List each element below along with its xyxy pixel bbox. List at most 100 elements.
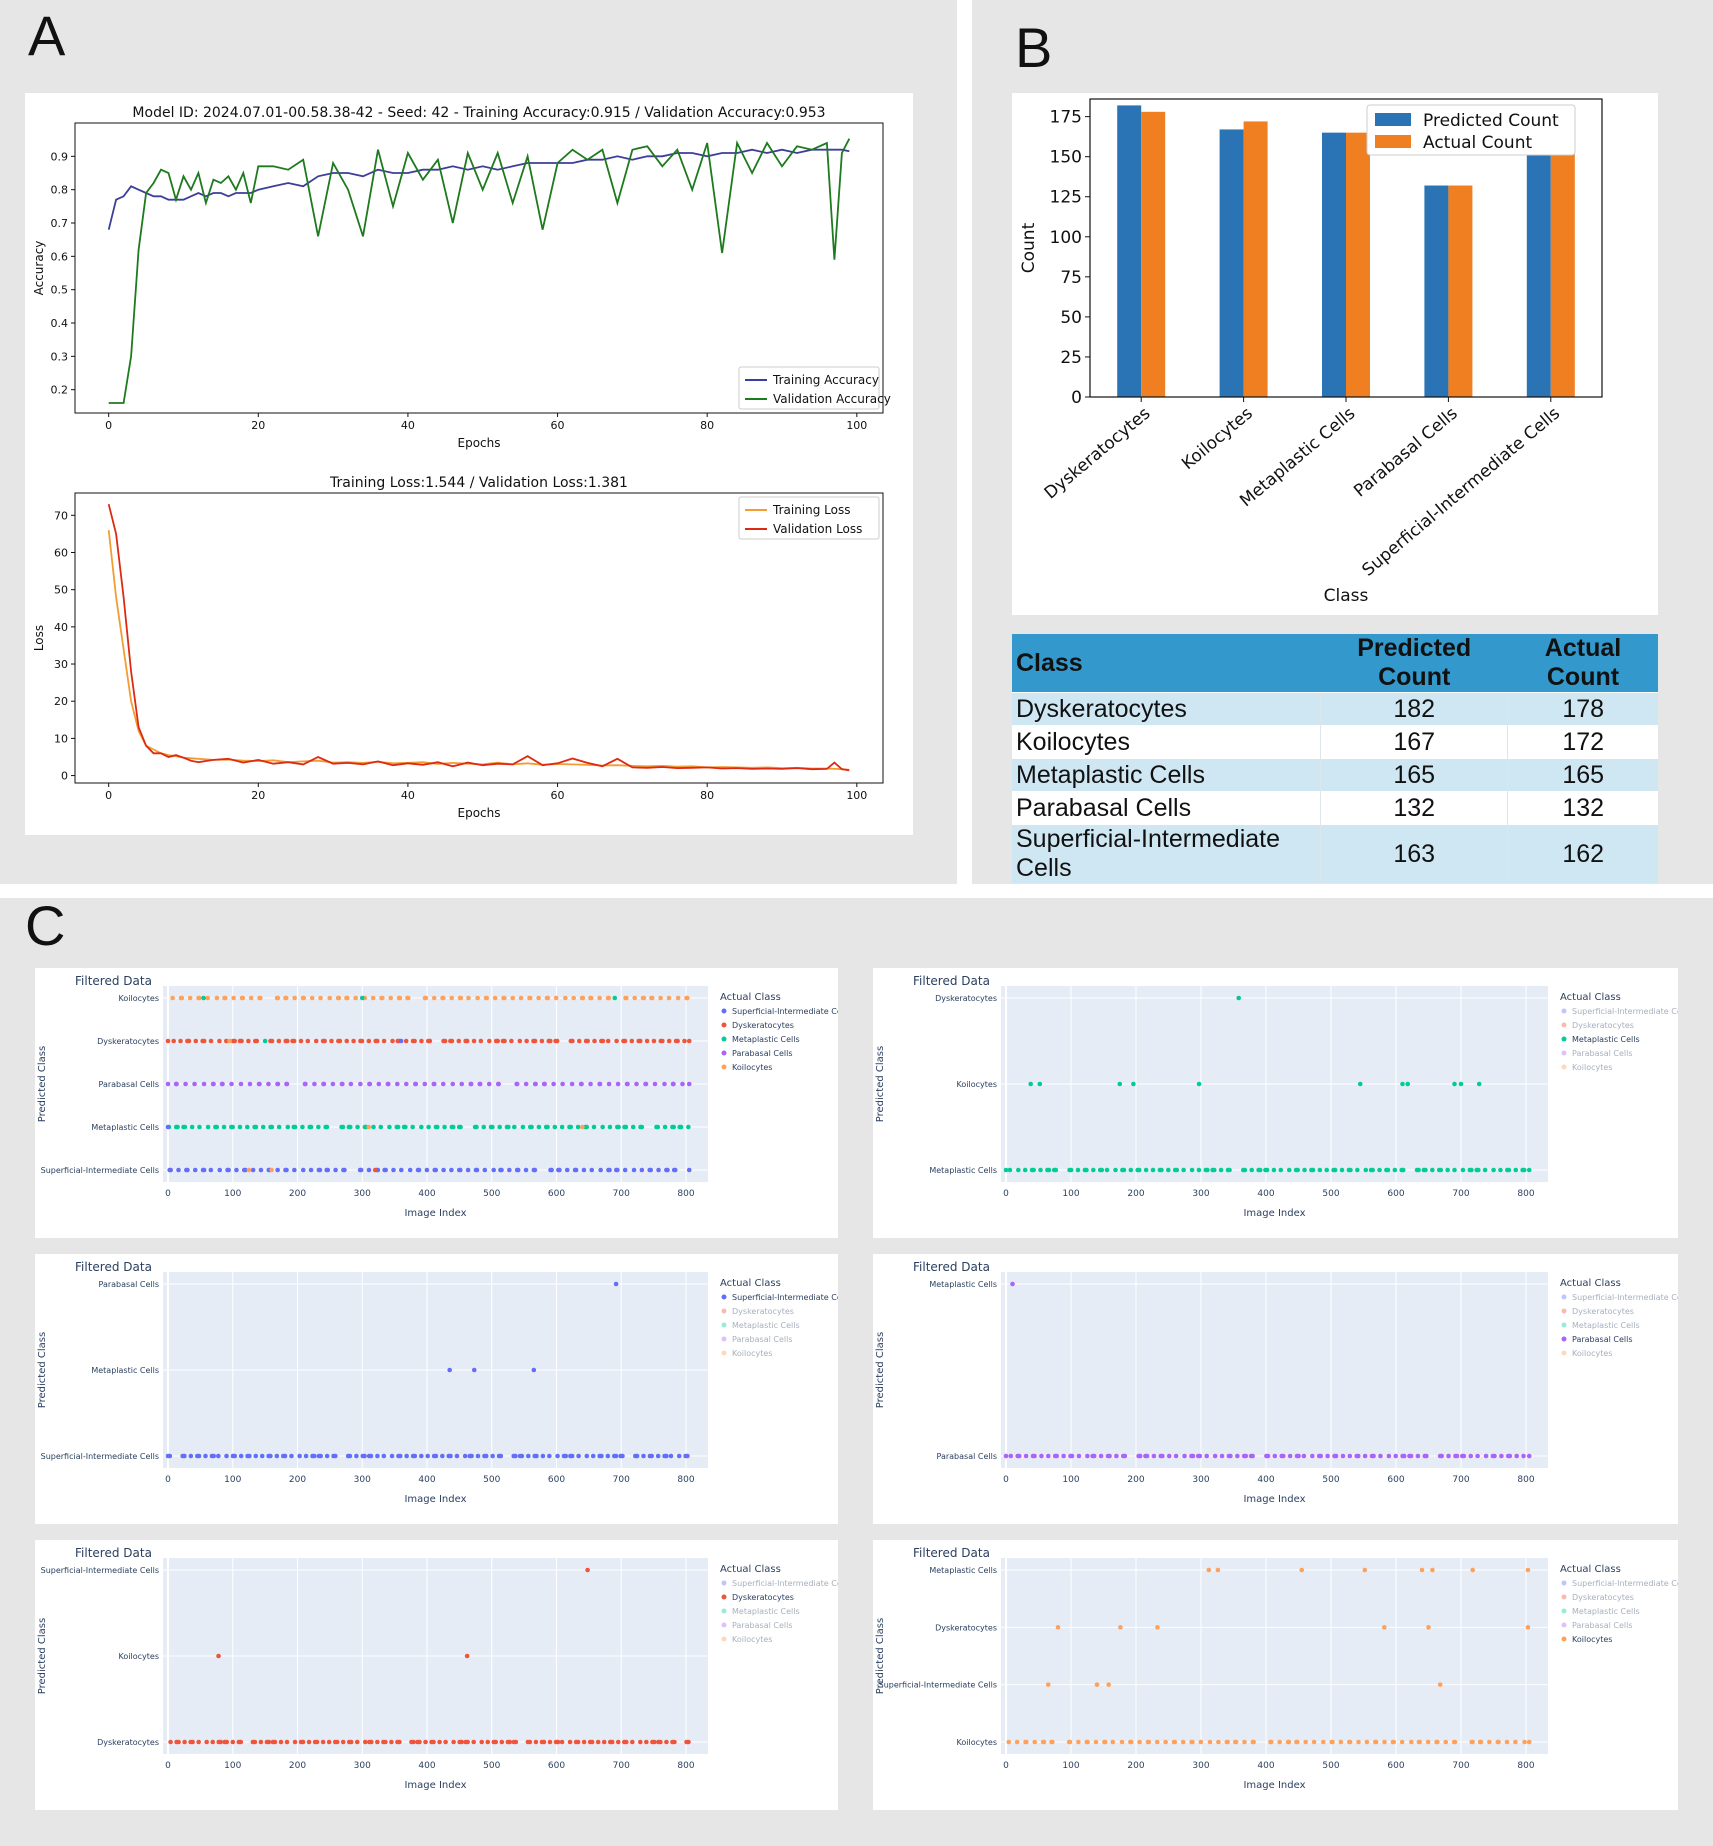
scatter-point	[1172, 1167, 1178, 1173]
scatter-point	[639, 1167, 645, 1173]
table-cell: 165	[1507, 758, 1658, 792]
scatter-point	[1210, 1167, 1215, 1173]
x-tick-label: 300	[1192, 1761, 1209, 1771]
scatter-point	[1293, 1167, 1299, 1173]
scatter-point	[276, 1124, 282, 1130]
scatter-point	[605, 1038, 611, 1044]
legend-box	[738, 366, 880, 410]
scatter-point	[258, 1167, 264, 1173]
scatter-point	[208, 1038, 214, 1044]
scatter-point	[613, 1281, 619, 1287]
scatter-point	[214, 995, 220, 1001]
scatter-point	[387, 1124, 392, 1130]
scatter-point	[305, 1038, 311, 1044]
scatter-point	[1294, 1739, 1299, 1745]
x-tick-label: 600	[1387, 1475, 1404, 1485]
scatter-point	[309, 995, 315, 1001]
scatter-point	[278, 1739, 284, 1745]
scatter-point	[184, 1167, 189, 1173]
scatter-point	[1279, 1453, 1284, 1459]
scatter-point	[1415, 1453, 1421, 1459]
scatter-point	[258, 1739, 264, 1745]
scatter-point	[1216, 1739, 1221, 1745]
y-tick-label: Dyskeratocytes	[935, 1623, 997, 1632]
scatter-point	[634, 1081, 639, 1087]
scatter-point	[1407, 1453, 1412, 1459]
y-tick-label: 20	[54, 695, 68, 708]
scatter-point	[1362, 1567, 1368, 1573]
scatter-point	[229, 1124, 234, 1130]
scatter-point	[222, 995, 227, 1001]
series-line	[107, 503, 850, 772]
scatter-point	[1091, 1167, 1096, 1173]
scatter-point	[168, 1739, 173, 1745]
scatter-point	[308, 1167, 314, 1173]
scatter-point	[1076, 1453, 1082, 1459]
x-tick-label: 700	[1452, 1761, 1469, 1771]
scatter-point	[1003, 1453, 1009, 1459]
scatter-point	[1430, 1567, 1435, 1573]
scatter-point	[292, 1739, 298, 1745]
scatter-point	[1467, 1167, 1473, 1173]
scatter-point	[246, 1167, 252, 1173]
scatter-point	[1113, 1167, 1118, 1173]
scatter-point	[1286, 1167, 1292, 1173]
scatter-point	[167, 1167, 172, 1173]
scatter-point	[353, 995, 358, 1001]
scatter-point	[419, 1124, 424, 1130]
scatter-point	[230, 1453, 236, 1459]
scatter-point	[227, 1038, 232, 1044]
scatter-point	[321, 1081, 326, 1087]
scatter-point	[188, 1453, 194, 1459]
scatter-point	[440, 1081, 446, 1087]
scatter-point	[1475, 1453, 1480, 1459]
scatter-point	[1287, 1453, 1293, 1459]
scatter-point	[1040, 1739, 1046, 1745]
scatter-point	[497, 1124, 502, 1130]
scatter-point	[1525, 1567, 1531, 1573]
table-cell: Superficial-Intermediate Cells	[1012, 824, 1321, 883]
scatter-point	[209, 1453, 215, 1459]
scatter-point	[426, 1124, 431, 1130]
scatter-card: Filtered Data 0 100 200 300 400 500 600 700 800 M…	[873, 968, 1678, 1238]
legend-label: Dyskeratocytes	[1572, 1593, 1634, 1602]
x-tick-label: 40	[401, 419, 415, 432]
legend-title: Actual Class	[720, 1564, 781, 1575]
scatter-point	[245, 1453, 250, 1459]
scatter-point	[401, 1124, 407, 1130]
scatter-point	[1277, 1739, 1282, 1745]
scatter-point	[1068, 1453, 1073, 1459]
scatter-point	[462, 1453, 468, 1459]
scatter-point	[564, 1167, 570, 1173]
y-tick-label: Parabasal Cells	[937, 1452, 998, 1461]
x-tick-label: 400	[418, 1761, 435, 1771]
scatter-point	[552, 1124, 558, 1130]
scatter-point	[378, 1124, 384, 1130]
scatter-title: Filtered Data	[913, 1260, 990, 1274]
x-axis-label: Epochs	[458, 806, 501, 820]
x-tick-label: 800	[677, 1475, 694, 1485]
scatter-point	[1437, 1682, 1443, 1687]
scatter-point	[456, 1167, 462, 1173]
scatter-point	[533, 1739, 539, 1745]
scatter-point	[312, 1739, 318, 1745]
scatter-point	[630, 1124, 636, 1130]
legend-title: Actual Class	[1560, 1278, 1621, 1289]
scatter-point	[606, 1081, 612, 1087]
scatter-point	[532, 1453, 538, 1459]
scatter-point	[588, 1081, 593, 1087]
scatter-point	[1526, 1453, 1532, 1459]
legend-title: Actual Class	[1560, 992, 1621, 1003]
scatter-point	[485, 1739, 491, 1745]
y-tick-label: 70	[54, 509, 68, 522]
scatter-point	[252, 1038, 258, 1044]
scatter-point	[1008, 1453, 1014, 1459]
scatter-point	[280, 1453, 286, 1459]
scatter-point	[676, 1453, 682, 1459]
legend-marker	[721, 1608, 727, 1614]
scatter-point	[684, 995, 689, 1001]
scatter-point	[1419, 1567, 1425, 1573]
scatter-point	[370, 995, 376, 1001]
scatter-point	[597, 1453, 602, 1459]
col-predicted: Predicted Count	[1320, 634, 1508, 693]
